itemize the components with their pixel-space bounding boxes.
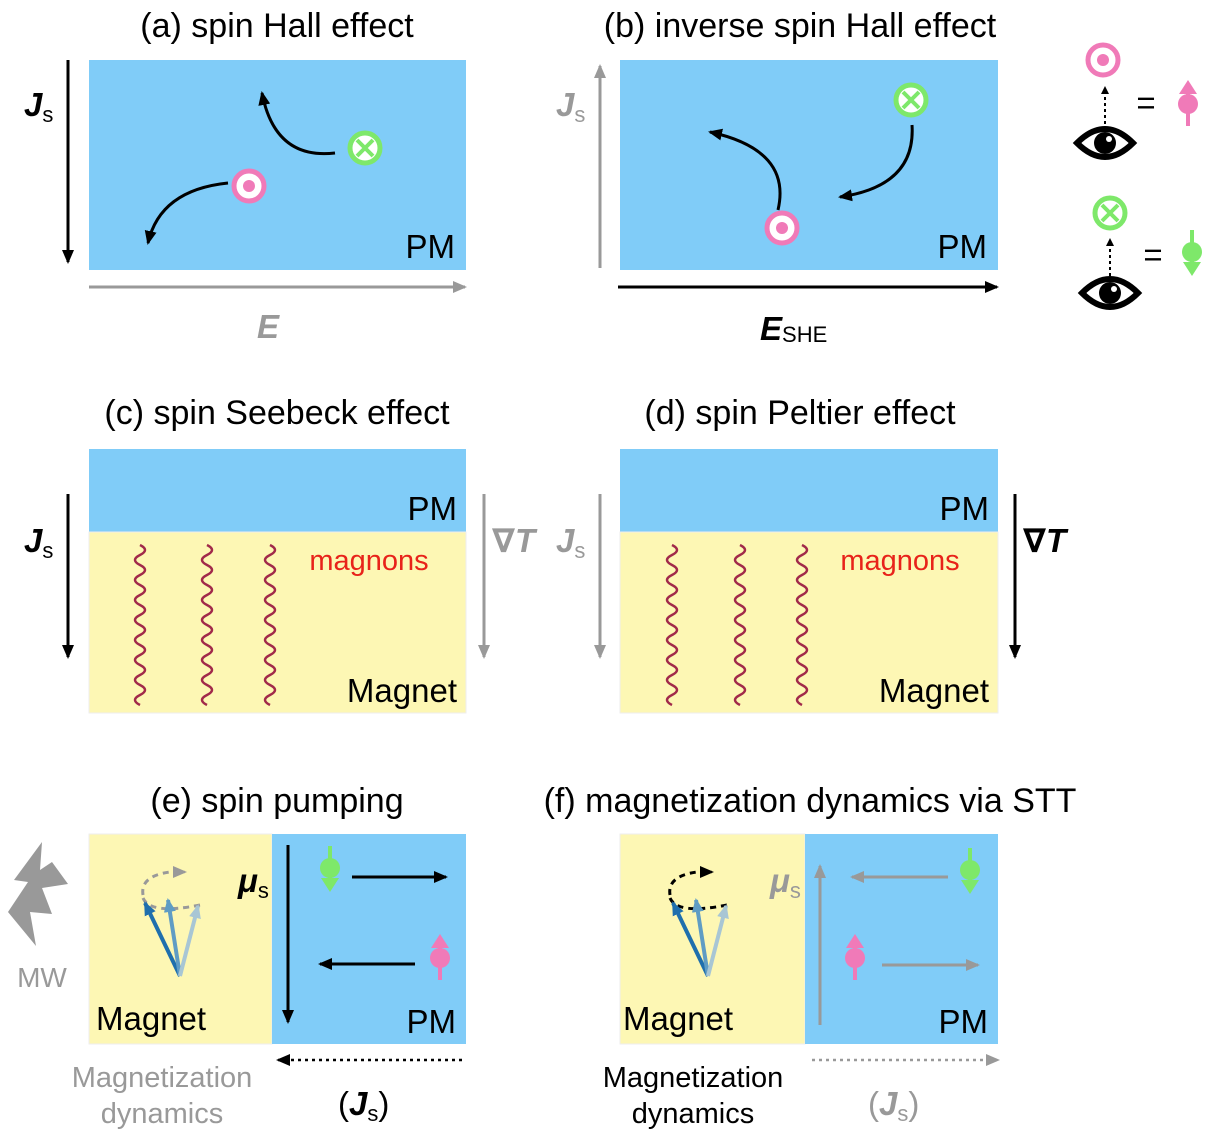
js: J [556, 522, 575, 559]
e-label: E [257, 308, 280, 345]
grad-label: ∇T [492, 522, 538, 559]
panel-title: (d) spin Peltier effect [644, 394, 956, 432]
js-sub: s [574, 102, 585, 127]
grad-label: ∇T [1023, 522, 1069, 559]
js-label: Js [24, 522, 53, 563]
symbol [896, 85, 926, 115]
e: E [760, 310, 783, 347]
symbol [1082, 279, 1138, 307]
mu-sub: s [790, 878, 801, 903]
pm-label: PM [940, 490, 990, 527]
e-sub: SHE [782, 322, 827, 347]
js-sub: s [42, 538, 53, 563]
symbol [1182, 230, 1202, 276]
magnons-label: magnons [309, 545, 428, 577]
pm-label: PM [938, 228, 988, 265]
paren: ( [868, 1085, 879, 1122]
js: J [556, 86, 575, 123]
js-sub: s [897, 1101, 908, 1126]
panel-title: (b) inverse spin Hall effect [604, 7, 997, 45]
paren: ( [338, 1085, 349, 1122]
diagram: (a) spin Hall effect Js E PM (b) inverse… [0, 0, 1213, 1133]
dynamics-label: Magnetization [603, 1062, 784, 1094]
equals: = [1143, 236, 1162, 273]
js-sub: s [42, 102, 53, 127]
dynamics-label: dynamics [101, 1098, 224, 1130]
js-label: (Js) [868, 1085, 919, 1126]
magnet-label: Magnet [623, 1000, 733, 1037]
mu-sub: s [258, 878, 269, 903]
pm-label: PM [407, 1003, 457, 1040]
magnons-label: magnons [840, 545, 959, 577]
js: J [24, 86, 43, 123]
magnet-label: Magnet [879, 672, 989, 709]
js-label: Js [556, 522, 585, 563]
js: J [879, 1085, 898, 1122]
js-sub: s [574, 538, 585, 563]
e-label: ESHE [760, 310, 827, 347]
panel-title: (c) spin Seebeck effect [104, 394, 450, 432]
js: J [24, 522, 43, 559]
magnet-label: Magnet [96, 1000, 206, 1037]
mu: μ [769, 862, 790, 899]
pm-label: PM [408, 490, 458, 527]
panel-title: (a) spin Hall effect [140, 7, 414, 45]
symbol [1178, 80, 1198, 126]
symbol [1088, 45, 1118, 75]
pm-label: PM [939, 1003, 989, 1040]
js-label: (Js) [338, 1085, 389, 1126]
pm-label: PM [406, 228, 456, 265]
paren: ) [908, 1085, 919, 1122]
panel-title: (e) spin pumping [150, 782, 403, 820]
js-label: Js [556, 86, 585, 127]
js-sub: s [367, 1101, 378, 1126]
mu: μ [237, 862, 258, 899]
symbol [350, 133, 380, 163]
symbol [234, 171, 264, 201]
magnet-label: Magnet [347, 672, 457, 709]
arrow [8, 842, 68, 946]
dynamics-label: Magnetization [72, 1062, 253, 1094]
paren: ) [378, 1085, 389, 1122]
js: J [349, 1085, 368, 1122]
panel-title: (f) magnetization dynamics via STT [544, 782, 1077, 820]
dynamics-label: dynamics [632, 1098, 755, 1130]
symbol [1077, 129, 1133, 157]
mw-label: MW [17, 962, 67, 993]
js-label: Js [24, 86, 53, 127]
symbol [1095, 198, 1125, 228]
symbol [767, 213, 797, 243]
equals: = [1136, 84, 1155, 121]
